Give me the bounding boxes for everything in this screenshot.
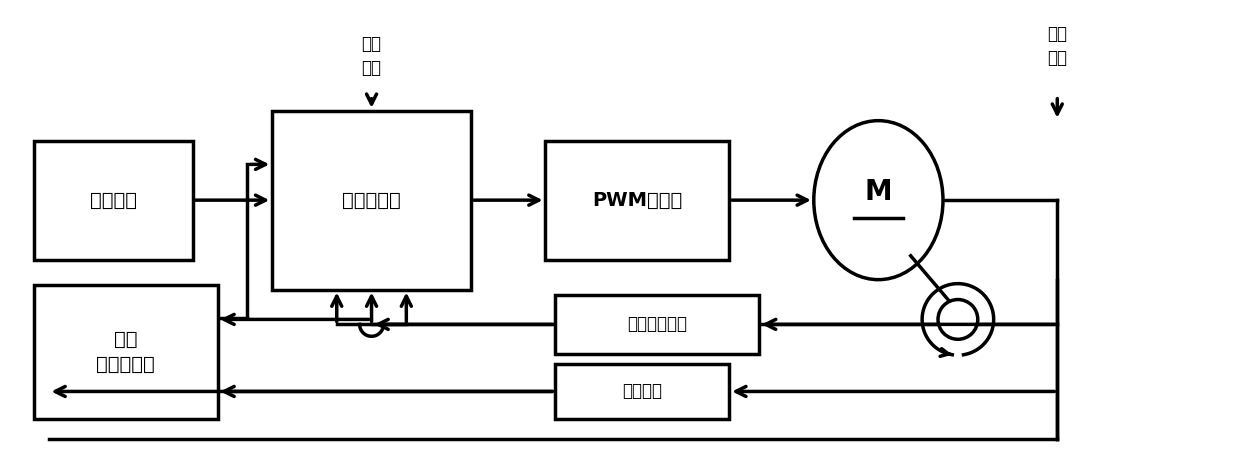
- Bar: [33, 285, 218, 419]
- Text: 无源控制器: 无源控制器: [342, 191, 401, 210]
- Text: 转速检测: 转速检测: [622, 383, 663, 401]
- Text: M: M: [865, 178, 892, 206]
- Text: PWM变换器: PWM变换器: [592, 191, 683, 210]
- Circle shape: [938, 299, 978, 339]
- Bar: [273, 111, 471, 290]
- Text: 负载
转矩: 负载 转矩: [1047, 25, 1067, 67]
- Ellipse shape: [814, 121, 943, 280]
- Bar: [545, 141, 730, 260]
- Bar: [33, 141, 192, 260]
- Text: 负载
转矩观测器: 负载 转矩观测器: [97, 330, 155, 374]
- Text: 电枢电流检测: 电枢电流检测: [627, 315, 688, 333]
- Text: 电机参数: 电机参数: [89, 191, 136, 210]
- Text: 给定
转速: 给定 转速: [362, 35, 382, 77]
- Bar: [555, 295, 760, 354]
- Bar: [555, 364, 730, 419]
